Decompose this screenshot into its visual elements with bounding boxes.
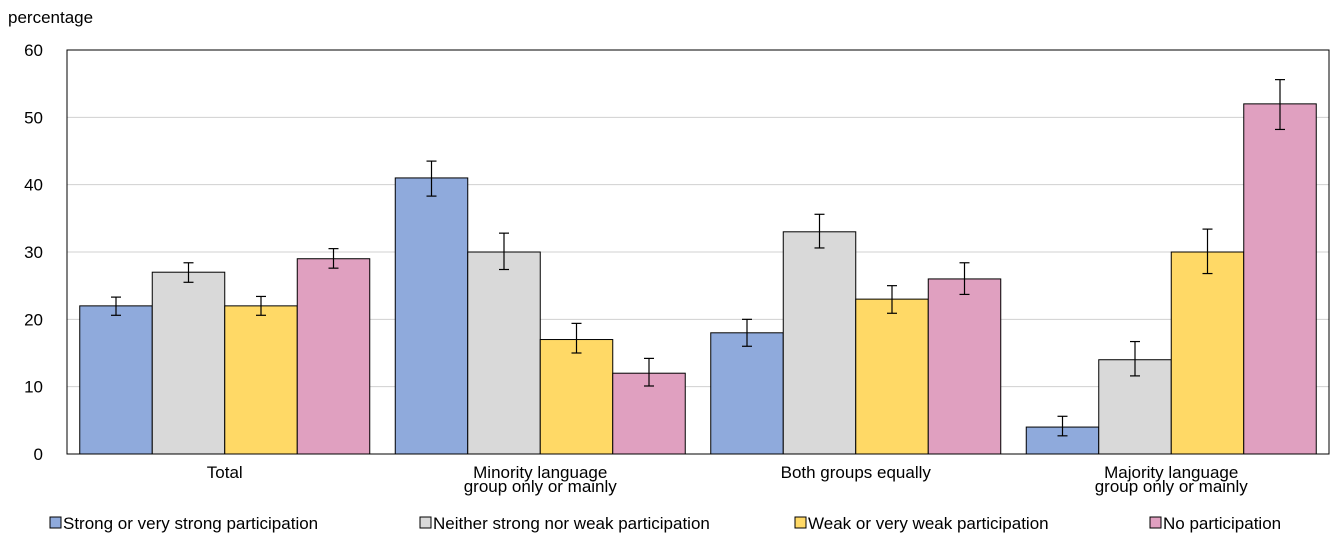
plot-area-frame xyxy=(66,49,1330,455)
y-tick-label: 30 xyxy=(24,243,43,262)
category-label: group only or mainly xyxy=(464,477,618,496)
bar xyxy=(710,332,784,455)
bar xyxy=(467,251,541,455)
bar xyxy=(539,339,614,455)
bar xyxy=(1243,103,1317,455)
bar xyxy=(151,271,226,455)
bar xyxy=(224,305,298,455)
bar xyxy=(296,258,371,455)
legend-label: Weak or very weak participation xyxy=(808,514,1049,533)
y-tick-label: 20 xyxy=(24,310,43,329)
category-label: Both groups equally xyxy=(781,463,932,482)
bar xyxy=(927,278,1002,455)
y-tick-label: 60 xyxy=(24,41,43,60)
legend-swatch xyxy=(419,516,432,529)
bar xyxy=(79,305,153,455)
category-label: Minority language xyxy=(473,463,607,482)
bars xyxy=(79,103,1317,455)
y-tick-label: 0 xyxy=(34,445,43,464)
legend-swatch xyxy=(49,516,62,529)
legend-label: No participation xyxy=(1163,514,1281,533)
category-label: Total xyxy=(207,463,243,482)
y-tick-label: 10 xyxy=(24,378,43,397)
category-label: group only or mainly xyxy=(1095,477,1249,496)
y-tick-label: 50 xyxy=(24,108,43,127)
y-tick-label: 40 xyxy=(24,176,43,195)
legend: Strong or very strong participation Neith… xyxy=(49,514,1281,533)
bar xyxy=(394,177,469,455)
legend-label: Neither strong nor weak participation xyxy=(433,514,710,533)
bar xyxy=(782,231,857,455)
legend-swatch xyxy=(794,516,807,529)
legend-swatch xyxy=(1149,516,1162,529)
error-bars xyxy=(111,79,1285,437)
bar xyxy=(855,298,929,455)
y-axis-label: percentage xyxy=(8,8,93,27)
bar xyxy=(1170,251,1245,455)
legend-label: Strong or very strong participation xyxy=(63,514,318,533)
y-tick-labels: 0 10 20 30 40 50 60 xyxy=(24,41,43,464)
category-label: Majority language xyxy=(1104,463,1238,482)
